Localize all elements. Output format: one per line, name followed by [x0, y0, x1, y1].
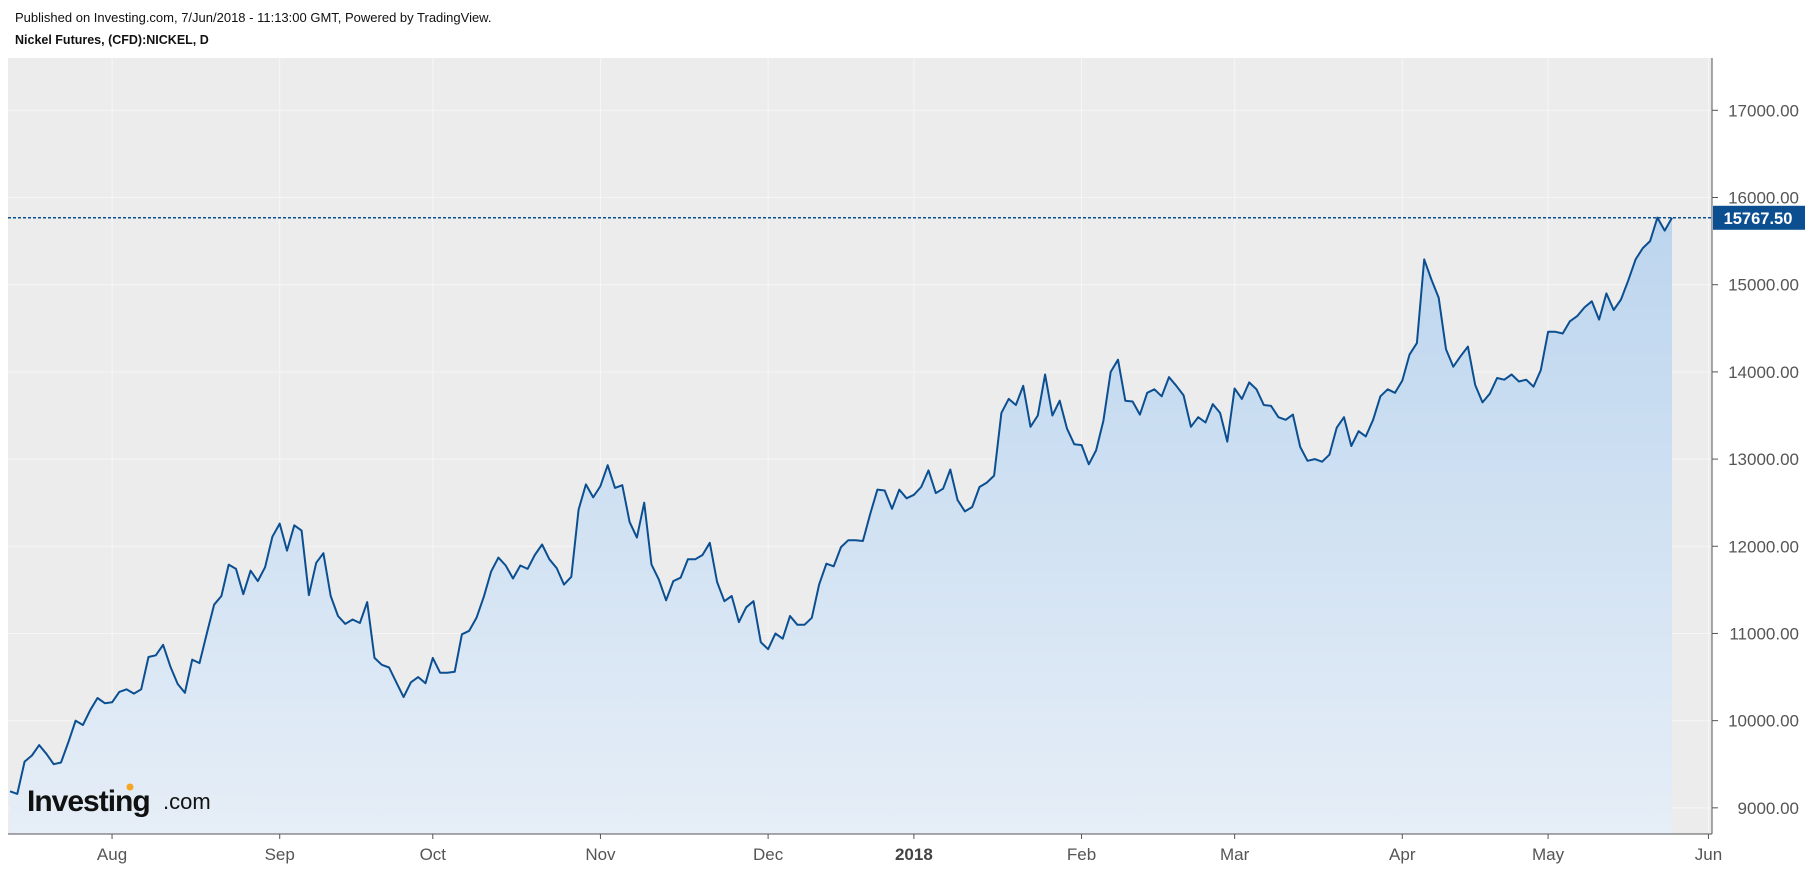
x-tick-label: Feb — [1067, 845, 1096, 864]
x-tick-label: 2018 — [895, 845, 933, 864]
logo-wordmark: Investing — [27, 785, 150, 818]
x-tick-label: Jun — [1695, 845, 1722, 864]
x-axis: Aug Sep Oct Nov Dec 2018 Feb Mar Apr May Jun — [97, 834, 1722, 864]
y-tick-label: 17000.00 — [1728, 101, 1799, 120]
published-caption: Published on Investing.com, 7/Jun/2018 -… — [15, 10, 492, 25]
y-tick-label: 12000.00 — [1728, 537, 1799, 556]
x-tick-label: May — [1532, 845, 1565, 864]
x-tick-label: Oct — [420, 845, 447, 864]
last-price-label: 15767.50 — [1724, 210, 1793, 228]
price-line — [9, 216, 1673, 795]
investing-logo: Investing .com — [27, 783, 211, 818]
y-axis: 9000.00 10000.00 11000.00 12000.00 13000.00 1… — [1712, 101, 1799, 818]
x-tick-label: Nov — [585, 845, 616, 864]
x-tick-label: Dec — [753, 845, 784, 864]
logo-suffix: .com — [163, 789, 211, 814]
x-tick-label: Apr — [1389, 845, 1416, 864]
y-tick-label: 13000.00 — [1728, 450, 1799, 469]
x-tick-label: Sep — [265, 845, 295, 864]
last-price-tag: 15767.50 — [1713, 205, 1805, 230]
y-tick-label: 14000.00 — [1728, 363, 1799, 382]
y-tick-label: 10000.00 — [1728, 712, 1799, 731]
x-tick-label: Aug — [97, 845, 127, 864]
chart-title: Nickel Futures, (CFD):NICKEL, D — [15, 33, 209, 47]
logo-dot-icon — [126, 783, 134, 791]
y-tick-label: 16000.00 — [1728, 189, 1799, 208]
y-tick-label: 11000.00 — [1729, 624, 1799, 643]
y-tick-label: 15000.00 — [1728, 276, 1799, 295]
price-area — [10, 217, 1672, 834]
x-tick-label: Mar — [1220, 845, 1250, 864]
y-tick-label: 9000.00 — [1738, 799, 1799, 818]
